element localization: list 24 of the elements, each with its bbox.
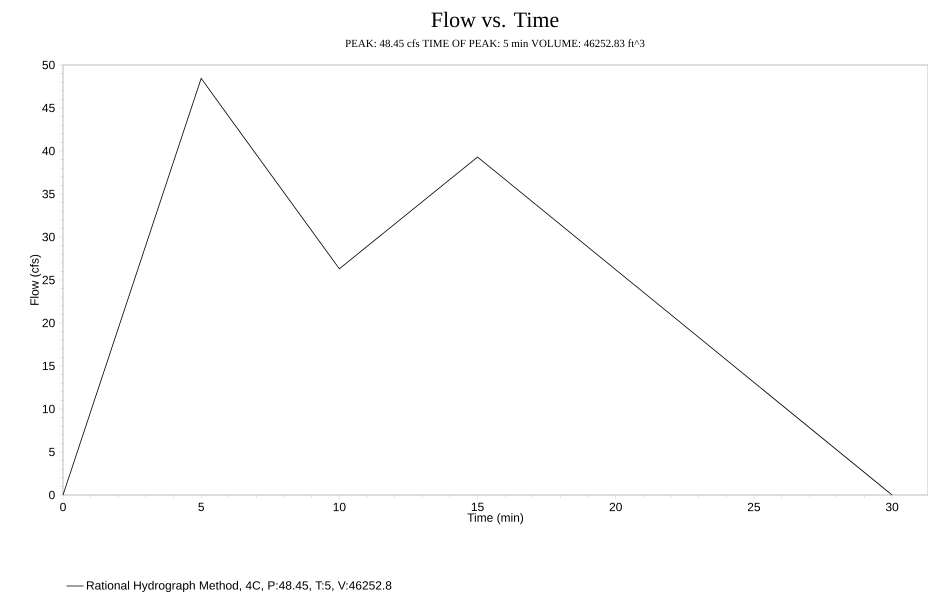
y-tick-label: 0 [49, 490, 55, 500]
line-series [62, 78, 892, 496]
x-axis-title: Time (min) [467, 513, 524, 524]
y-tick-label: 5 [49, 448, 55, 456]
y-tick-label: 30 [42, 232, 55, 242]
y-tick-label: 25 [42, 276, 55, 284]
y-tick-label: 10 [42, 404, 55, 414]
x-tick-label: 30 [886, 502, 898, 512]
y-tick-label: 35 [42, 190, 55, 198]
y-tick-label: 45 [42, 104, 55, 112]
y-axis-title: Flow (cfs) [30, 254, 42, 305]
y-tick-label: 50 [42, 60, 55, 70]
chart-title: Flow vs. Time [431, 12, 558, 28]
x-tick-label: 20 [610, 502, 622, 512]
y-tick-label: 20 [42, 318, 55, 328]
x-tick-label: 10 [334, 502, 346, 512]
y-tick-label: 15 [42, 362, 55, 370]
legend-label: Rational Hydrograph Method, 4C, P:48.45, T:5, V:46252.8 [86, 580, 392, 592]
x-tick-label: 15 [472, 502, 484, 512]
y-tick-label: 40 [42, 146, 55, 156]
x-tick-label: 5 [198, 502, 204, 512]
x-tick-label: 0 [60, 502, 66, 512]
chart-subtitle: PEAK: 48.45 cfs TIME OF PEAK: 5 min VOLUME: 46252.83 ft^3 [345, 39, 644, 48]
x-tick-label: 25 [748, 502, 760, 512]
